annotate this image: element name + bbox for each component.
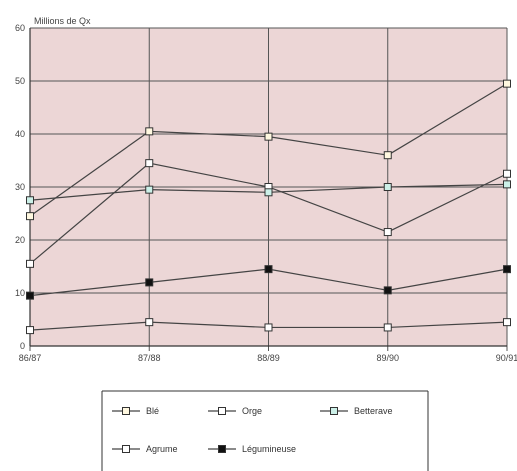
data-point	[503, 180, 511, 189]
series-group	[26, 79, 511, 335]
x-tick-label: 88/89	[257, 353, 280, 363]
data-point	[383, 286, 392, 295]
data-point	[26, 326, 34, 335]
legend-marker	[218, 407, 226, 415]
series-4	[26, 265, 511, 300]
data-point	[26, 259, 34, 268]
y-tick-label: 20	[15, 235, 25, 245]
data-point	[264, 188, 273, 197]
data-point	[145, 185, 154, 194]
x-tick-label: 89/90	[376, 353, 399, 363]
data-point	[26, 212, 34, 221]
data-point	[383, 323, 392, 332]
data-point	[145, 127, 154, 136]
x-tick-label: 90/91	[496, 353, 517, 363]
legend-marker	[330, 407, 338, 415]
legend-item: Agrume	[112, 444, 178, 454]
x-tick-label: 86/87	[19, 353, 42, 363]
y-axis-label: Millions de Qx	[34, 16, 91, 26]
y-tick-label: 40	[15, 129, 25, 139]
data-point	[383, 228, 392, 237]
data-point	[383, 151, 392, 160]
legend-item: Orge	[208, 406, 262, 416]
legend-label: Betterave	[354, 406, 393, 416]
x-tick-label: 87/88	[138, 353, 161, 363]
legend: Blé Orge Betterave Agrume Légumineuse	[101, 390, 429, 471]
legend-label: Orge	[242, 406, 262, 416]
data-point	[145, 318, 154, 327]
data-point	[264, 323, 273, 332]
data-point	[383, 183, 392, 191]
data-point	[503, 318, 511, 327]
legend-marker	[122, 407, 130, 415]
series-1	[26, 159, 511, 268]
series-2	[26, 180, 511, 205]
data-point	[145, 278, 154, 287]
legend-item: Blé	[112, 406, 159, 416]
data-point	[264, 265, 273, 274]
data-point	[26, 291, 34, 300]
legend-label: Blé	[146, 406, 159, 416]
series-0	[26, 79, 511, 221]
data-point	[503, 169, 511, 178]
y-tick-label: 60	[15, 23, 25, 33]
y-tick-label: 0	[20, 341, 25, 351]
legend-marker	[122, 445, 130, 453]
data-point	[145, 159, 154, 168]
series-3	[26, 318, 511, 335]
legend-label: Agrume	[146, 444, 178, 454]
y-tick-label: 50	[15, 76, 25, 86]
y-tick-label: 10	[15, 288, 25, 298]
legend-item: Légumineuse	[208, 444, 296, 454]
legend-item: Betterave	[320, 406, 393, 416]
tick-labels: 0 10 20 30 40 50 60 86/87 87/88 88/89 89/90 90/91	[15, 23, 517, 363]
legend-marker	[218, 445, 226, 453]
data-point	[264, 132, 273, 141]
data-point	[26, 196, 34, 205]
y-tick-label: 30	[15, 182, 25, 192]
data-point	[503, 79, 511, 88]
data-point	[503, 265, 511, 274]
legend-label: Légumineuse	[242, 444, 296, 454]
